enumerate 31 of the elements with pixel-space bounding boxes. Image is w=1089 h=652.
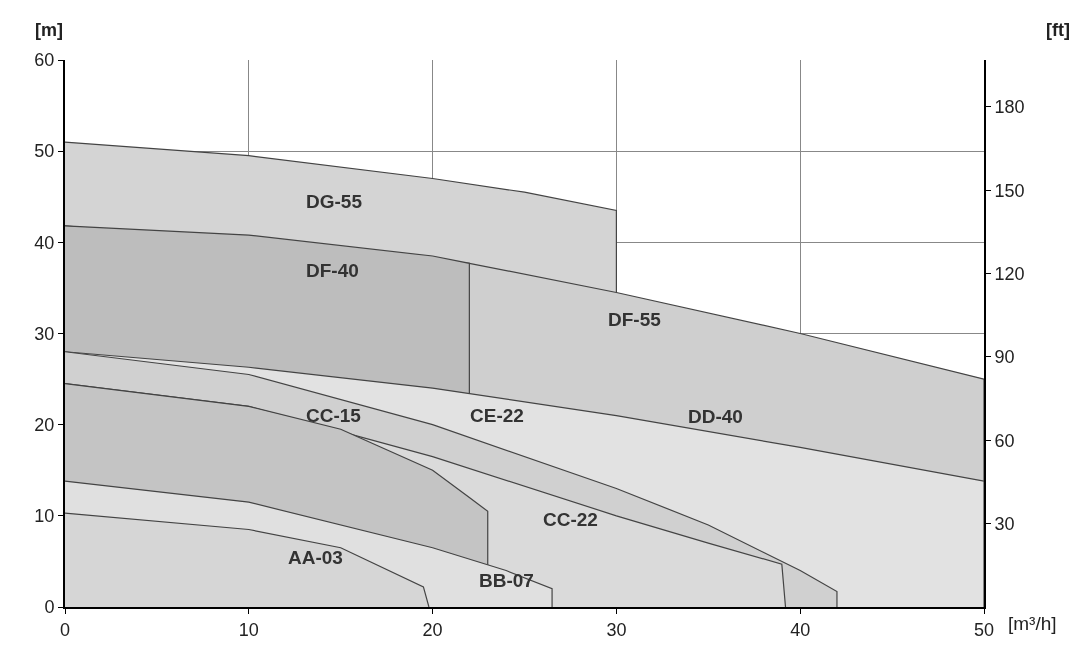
y-axis-title: [m] [35,20,63,40]
y-tick-label: 50 [34,141,55,162]
y-tick-label: 0 [44,597,55,618]
x-tick-label: 30 [606,619,627,640]
y2-tick-label: 120 [994,263,1025,284]
y-tick-label: 60 [34,50,55,71]
annotation: DF-55 [608,309,662,330]
x-tick-label: 50 [973,619,995,640]
y-tick-label: 30 [34,323,55,344]
y2-tick-label: 150 [994,180,1025,201]
annotation: CE-22 [470,405,524,426]
annotation: DG-55 [306,191,363,212]
y-tick-label: 40 [34,232,55,253]
annotation: CC-22 [543,509,598,530]
annotation: DF-40 [306,260,359,281]
annotation: CC-15 [306,405,362,426]
x-axis-title: [m³/h] [1008,613,1057,634]
y-tick-label: 10 [34,506,55,527]
x-tick-label: 40 [790,619,811,640]
y2-tick-label: 180 [994,97,1025,118]
y-tick-label: 20 [34,414,55,435]
annotation: AA-03 [288,547,343,568]
annotation: DD-40 [688,406,743,427]
annotation: BB-07 [479,570,534,591]
x-tick-label: 20 [422,619,443,640]
y2-axis-title: [ft] [1046,20,1070,40]
x-tick-label: 0 [59,619,71,640]
y2-tick-label: 60 [994,430,1015,451]
x-tick-label: 10 [238,619,259,640]
y2-tick-label: 30 [994,513,1015,534]
y2-tick-label: 90 [994,347,1015,368]
